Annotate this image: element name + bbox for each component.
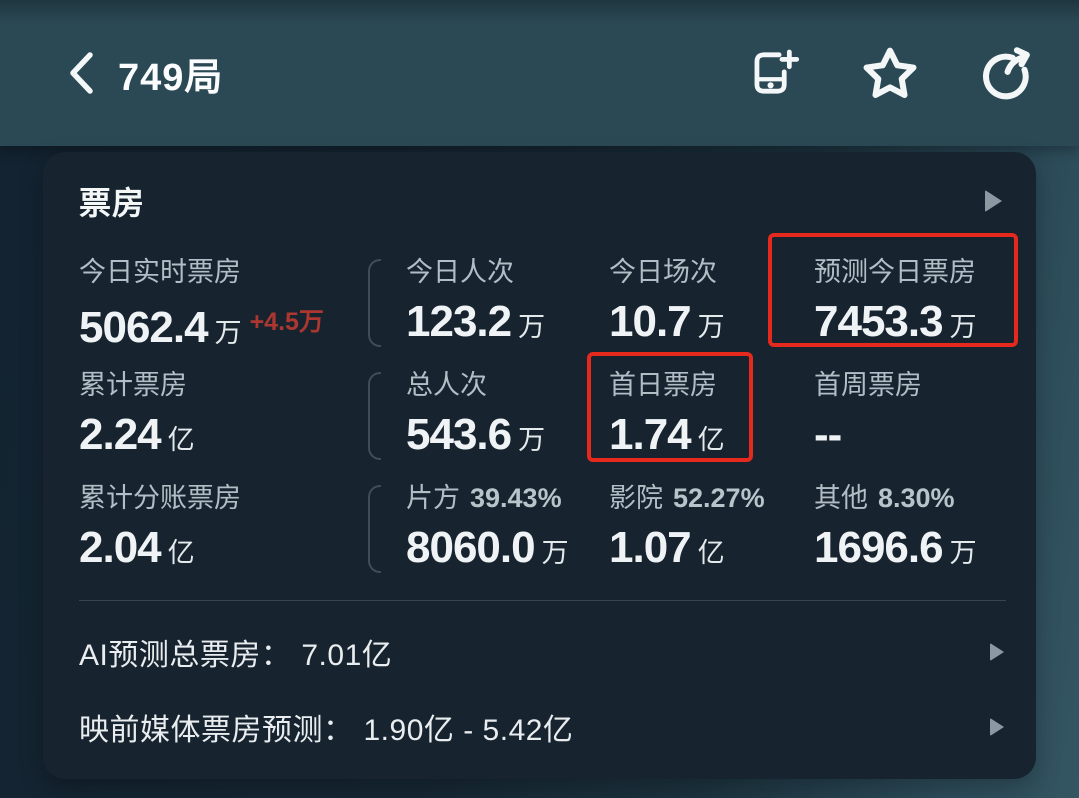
stat-value: -- [814, 410, 842, 459]
stat-percent: 52.27% [673, 483, 765, 513]
stat-unit: 万 [518, 425, 546, 455]
stat-value: 1.74 [609, 410, 692, 459]
stat-value: 8060.0 [406, 523, 536, 572]
stat-label: 预测今日票房 [814, 257, 976, 287]
media-prediction-label: 映前媒体票房预测： [79, 714, 354, 747]
refresh-icon [979, 46, 1035, 100]
stat-cumulative-split-boxoffice: 累计分账票房 2.04 亿 [79, 482, 406, 573]
ai-prediction-value: 7.01亿 [301, 639, 393, 672]
top-navigation-bar: 749局 [0, 0, 1079, 146]
stat-cinema-share: 影院 52.27% 1.07 亿 [609, 482, 814, 573]
chevron-right-icon [990, 643, 1004, 661]
stat-label: 累计票房 [79, 370, 187, 400]
stat-label: 今日场次 [609, 257, 717, 287]
star-icon [861, 45, 919, 101]
stat-unit: 亿 [167, 538, 195, 568]
stat-label: 首日票房 [609, 370, 717, 400]
stat-label: 累计分账票房 [79, 483, 241, 513]
stat-today-screenings: 今日场次 10.7 万 [609, 256, 814, 347]
chevron-left-icon [66, 49, 96, 97]
add-to-home-button[interactable] [747, 48, 801, 98]
stat-value: 1696.6 [814, 523, 944, 572]
refresh-button[interactable] [979, 46, 1035, 100]
favorite-button[interactable] [861, 45, 919, 101]
boxoffice-card: 票房 今日实时票房 5062.4 万 +4.5万 今日人次 123.2 万 今日场次 … [43, 152, 1036, 779]
stat-unit: 万 [541, 538, 569, 568]
stat-label: 其他 [814, 483, 868, 513]
back-button[interactable] [66, 49, 96, 97]
stat-label: 今日人次 [406, 257, 514, 287]
stat-value: 2.04 [79, 523, 162, 572]
stat-producer-share: 片方 39.43% 8060.0 万 [368, 482, 609, 573]
media-prediction-value: 1.90亿 - 5.42亿 [363, 714, 574, 747]
stat-delta: +4.5万 [249, 308, 324, 336]
stat-label: 片方 [406, 483, 460, 513]
stat-label: 今日实时票房 [79, 257, 241, 287]
stat-value: 123.2 [406, 297, 512, 346]
stats-grid: 今日实时票房 5062.4 万 +4.5万 今日人次 123.2 万 今日场次 10.… [43, 224, 1036, 573]
boxoffice-section-title: 票房 [79, 185, 146, 221]
stat-label: 首周票房 [814, 370, 922, 400]
stat-today-admissions: 今日人次 123.2 万 [368, 256, 609, 347]
stat-label: 影院 [609, 483, 663, 513]
stat-cumulative-boxoffice: 累计票房 2.24 亿 [79, 369, 406, 460]
stat-percent: 39.43% [470, 483, 562, 513]
stat-value: 2.24 [79, 410, 162, 459]
stat-total-admissions: 总人次 543.6 万 [368, 369, 609, 460]
stat-unit: 亿 [167, 425, 195, 455]
ai-total-prediction-row[interactable]: AI预测总票房： 7.01亿 [79, 630, 1004, 674]
phone-plus-icon [747, 48, 801, 98]
stat-value: 7453.3 [814, 297, 944, 346]
stat-value: 10.7 [609, 297, 692, 346]
stat-unit: 亿 [697, 538, 725, 568]
stat-other-share: 其他 8.30% 1696.6 万 [814, 482, 1006, 573]
stat-unit: 万 [949, 312, 977, 342]
page-title: 749局 [118, 56, 224, 99]
stat-predicted-today-boxoffice: 预测今日票房 7453.3 万 [814, 256, 1006, 347]
stat-unit: 亿 [697, 425, 725, 455]
stat-value: 5062.4 [79, 303, 209, 352]
stat-unit: 万 [214, 318, 242, 348]
chevron-right-icon [990, 718, 1004, 736]
stat-value: 1.07 [609, 523, 692, 572]
stat-unit: 万 [518, 312, 546, 342]
stat-unit: 万 [697, 312, 725, 342]
stat-first-day-boxoffice: 首日票房 1.74 亿 [609, 369, 814, 460]
stat-first-week-boxoffice: 首周票房 -- [814, 369, 1006, 460]
ai-prediction-label: AI预测总票房： [79, 639, 292, 672]
stat-label: 总人次 [406, 370, 487, 400]
stat-value: 543.6 [406, 410, 512, 459]
section-more-arrow-icon[interactable] [985, 190, 1002, 212]
divider [79, 600, 1006, 601]
stat-today-realtime-boxoffice: 今日实时票房 5062.4 万 +4.5万 [79, 256, 406, 352]
stat-unit: 万 [949, 538, 977, 568]
media-prediction-row[interactable]: 映前媒体票房预测： 1.90亿 - 5.42亿 [79, 705, 1004, 749]
stat-percent: 8.30% [878, 483, 955, 513]
